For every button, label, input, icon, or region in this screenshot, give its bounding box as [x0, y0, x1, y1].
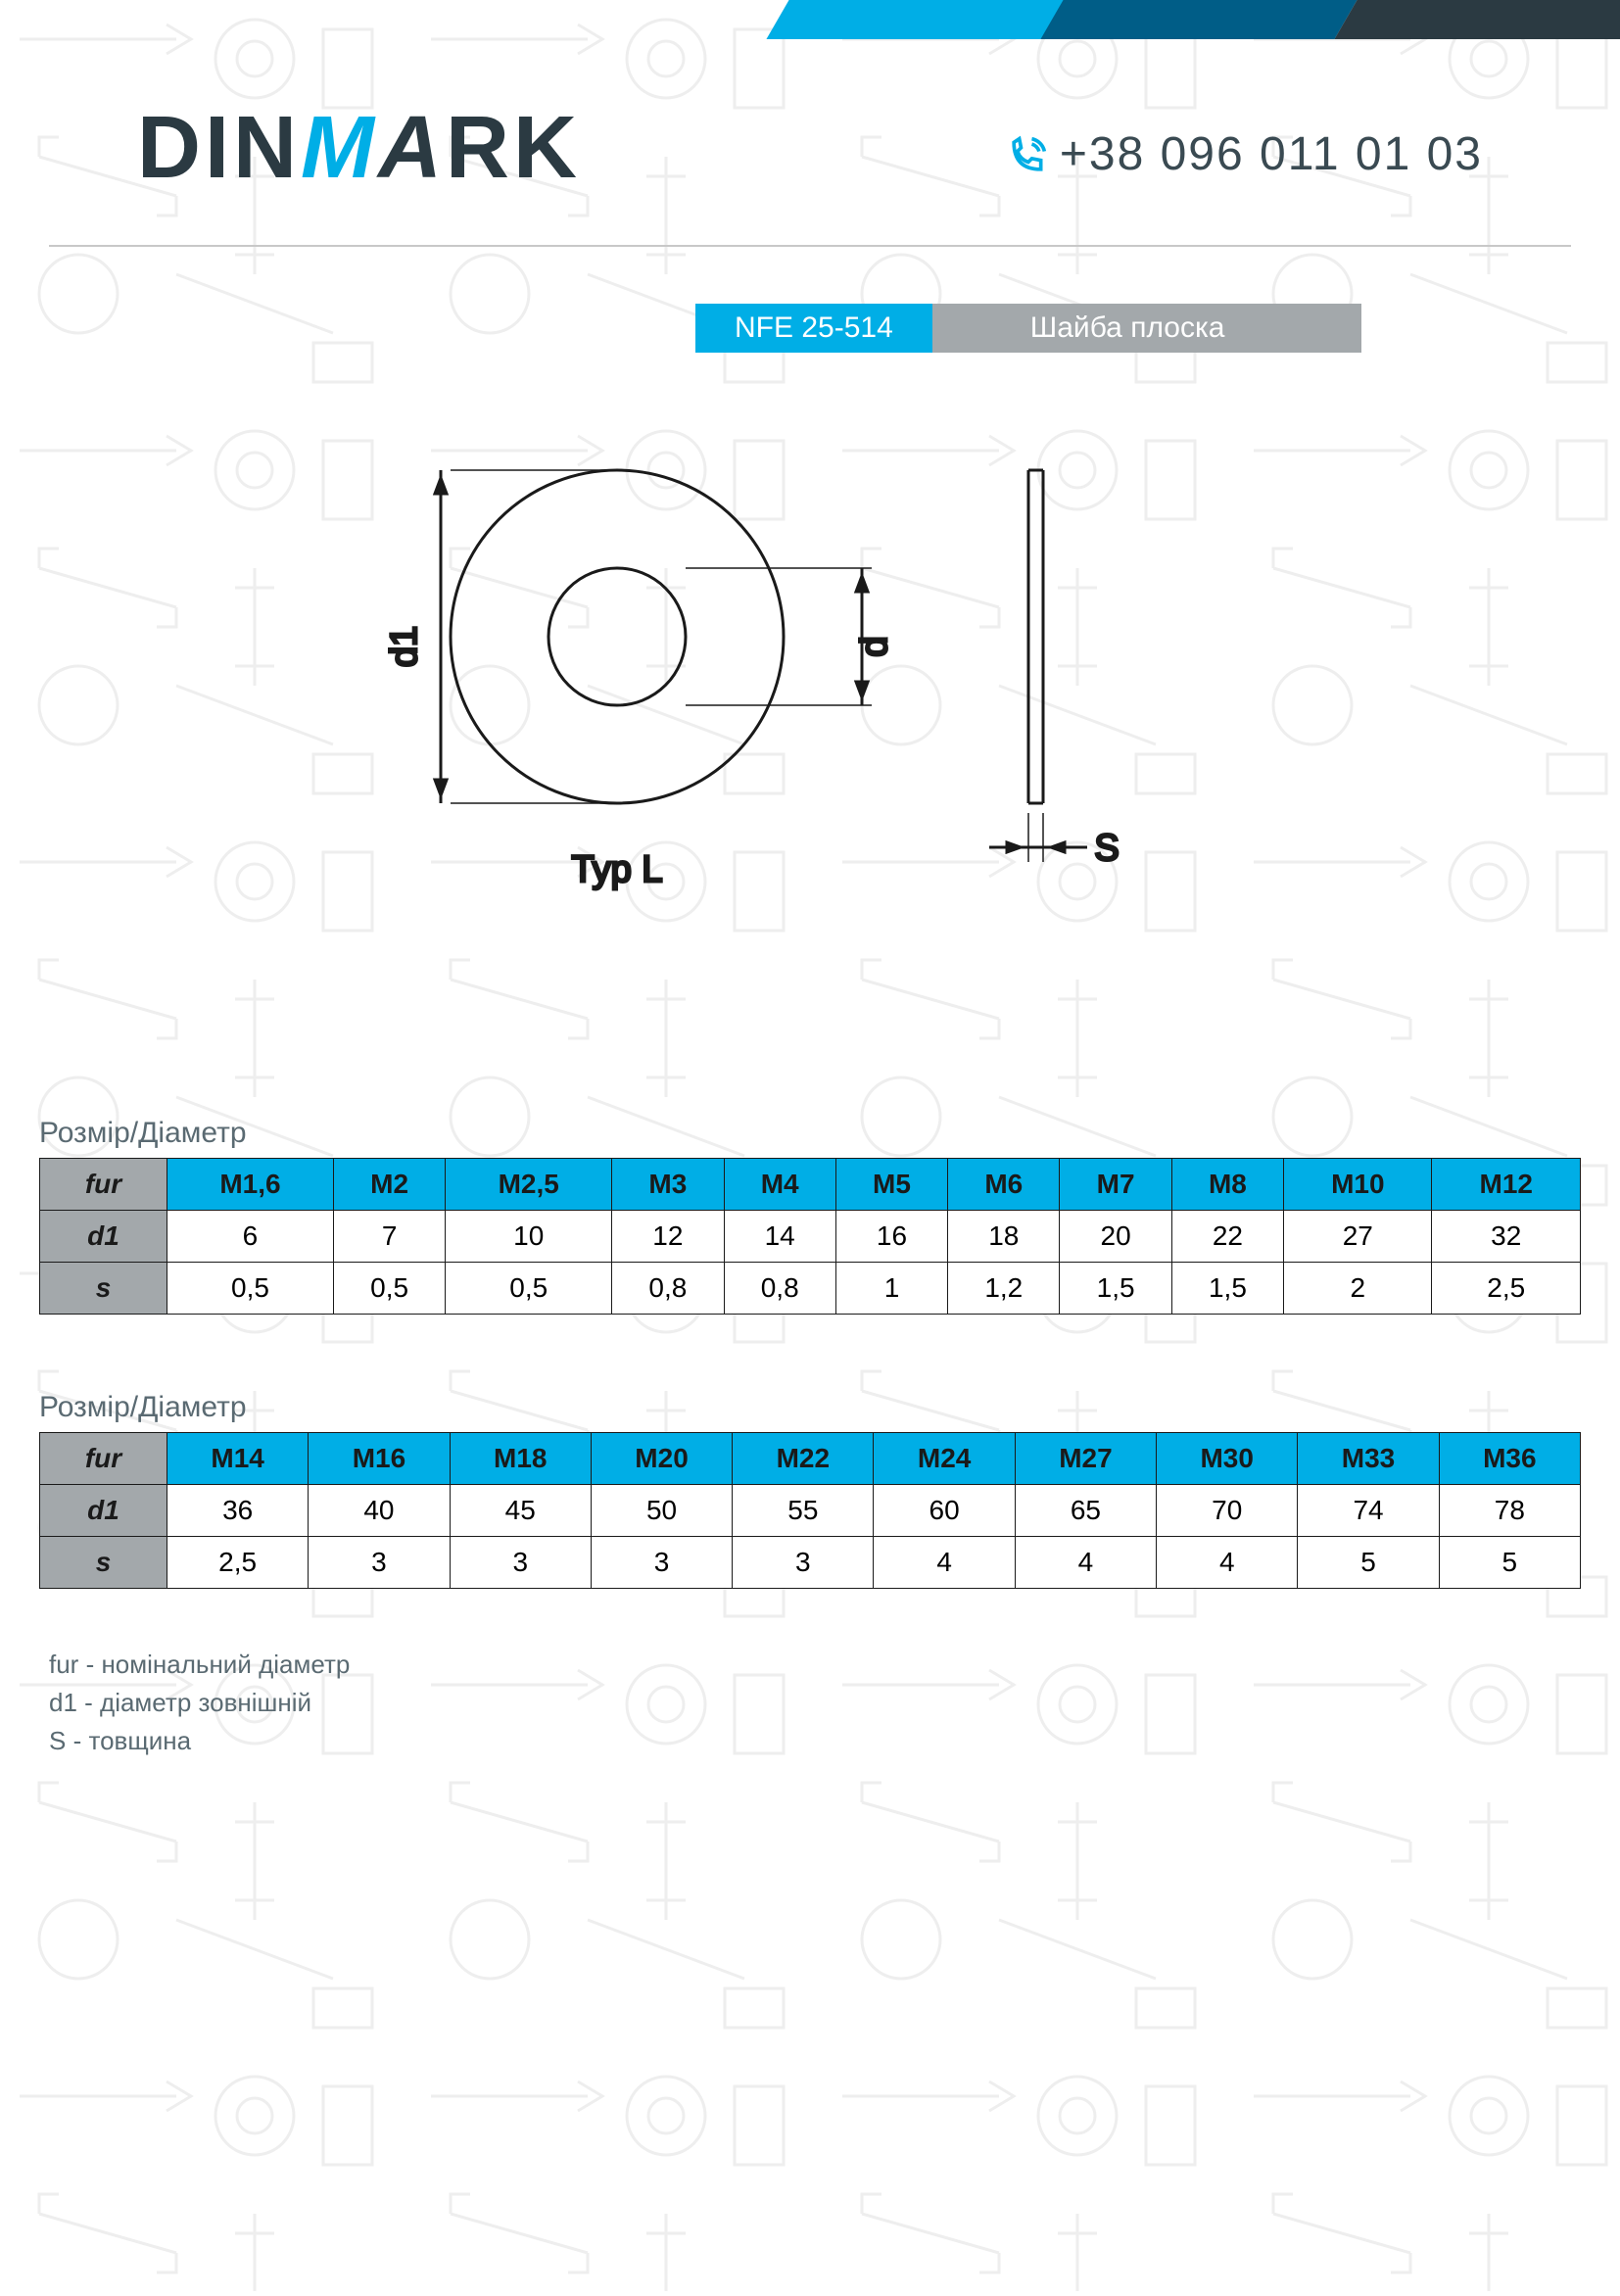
table-cell: M1,6: [167, 1159, 334, 1211]
table-cell: 40: [309, 1485, 450, 1537]
table-cell: 0,5: [333, 1263, 445, 1315]
table-cell: M36: [1439, 1433, 1580, 1485]
table-cell: 12: [612, 1211, 724, 1263]
logo: DINMARK: [137, 98, 581, 199]
technical-diagram: d1 d Typ L S: [323, 402, 1205, 911]
legend-line: fur - номінальний діаметр: [49, 1646, 350, 1684]
table-cell: M3: [612, 1159, 724, 1211]
logo-text: RK: [446, 99, 581, 197]
row-label: d1: [40, 1211, 167, 1263]
table-cell: 1,2: [948, 1263, 1060, 1315]
spec-table-1: furM1,6M2M2,5M3M4M5M6M7M8M10M12 d1671012…: [39, 1158, 1581, 1315]
table-cell: 5: [1439, 1537, 1580, 1589]
table-cell: M27: [1015, 1433, 1156, 1485]
table-cell: M5: [835, 1159, 947, 1211]
table-cell: 55: [733, 1485, 874, 1537]
table-cell: M16: [309, 1433, 450, 1485]
phone-number[interactable]: +38 096 011 01 03: [1005, 127, 1483, 181]
table-cell: 1: [835, 1263, 947, 1315]
table-cell: 16: [835, 1211, 947, 1263]
legend-line: d1 - діаметр зовнішній: [49, 1684, 350, 1722]
table-cell: 6: [167, 1211, 334, 1263]
table-cell: M8: [1171, 1159, 1283, 1211]
d-label: d: [854, 636, 895, 656]
table-section-1: Розмір/Діаметр furM1,6M2M2,5M3M4M5M6M7M8…: [39, 1117, 1581, 1315]
table-cell: 0,8: [724, 1263, 835, 1315]
table-cell: 7: [333, 1211, 445, 1263]
table-cell: 0,5: [446, 1263, 612, 1315]
phone-icon: [1005, 135, 1048, 178]
table-cell: 50: [591, 1485, 732, 1537]
table-cell: 3: [309, 1537, 450, 1589]
s-label: S: [1094, 828, 1119, 869]
table-cell: 4: [874, 1537, 1015, 1589]
table-cell: 65: [1015, 1485, 1156, 1537]
product-name: Шайба плоска: [932, 304, 1362, 353]
table-cell: M12: [1432, 1159, 1581, 1211]
table-cell: M2,5: [446, 1159, 612, 1211]
table-title: Розмір/Діаметр: [39, 1391, 1581, 1424]
row-label: s: [40, 1263, 167, 1315]
table-cell: 5: [1298, 1537, 1439, 1589]
table-cell: 1,5: [1060, 1263, 1171, 1315]
row-label: fur: [40, 1159, 167, 1211]
table-cell: M7: [1060, 1159, 1171, 1211]
table-cell: 60: [874, 1485, 1015, 1537]
table-cell: 4: [1157, 1537, 1298, 1589]
row-label: s: [40, 1537, 167, 1589]
table-cell: 22: [1171, 1211, 1283, 1263]
table-cell: 2,5: [167, 1537, 309, 1589]
logo-a: A: [378, 99, 446, 197]
table-cell: 2,5: [1432, 1263, 1581, 1315]
table-cell: 45: [450, 1485, 591, 1537]
table-cell: 3: [733, 1537, 874, 1589]
table-cell: 10: [446, 1211, 612, 1263]
table-cell: 14: [724, 1211, 835, 1263]
table-cell: M22: [733, 1433, 874, 1485]
phone-text: +38 096 011 01 03: [1060, 128, 1483, 180]
table-title: Розмір/Діаметр: [39, 1117, 1581, 1150]
product-code: NFE 25-514: [695, 304, 932, 353]
row-label: fur: [40, 1433, 167, 1485]
table-cell: M33: [1298, 1433, 1439, 1485]
table-cell: 78: [1439, 1485, 1580, 1537]
table-cell: 32: [1432, 1211, 1581, 1263]
table-cell: 3: [591, 1537, 732, 1589]
table-cell: M18: [450, 1433, 591, 1485]
table-cell: 2: [1284, 1263, 1432, 1315]
table-cell: M30: [1157, 1433, 1298, 1485]
table-cell: M24: [874, 1433, 1015, 1485]
table-cell: 4: [1015, 1537, 1156, 1589]
table-cell: M6: [948, 1159, 1060, 1211]
table-cell: 3: [450, 1537, 591, 1589]
row-label: d1: [40, 1485, 167, 1537]
typ-label: Typ L: [572, 849, 663, 890]
table-cell: 0,5: [167, 1263, 334, 1315]
table-cell: M20: [591, 1433, 732, 1485]
table-cell: 20: [1060, 1211, 1171, 1263]
header-decoration: [739, 0, 1620, 39]
logo-m: M: [301, 99, 378, 197]
table-cell: 1,5: [1171, 1263, 1283, 1315]
table-cell: M14: [167, 1433, 309, 1485]
table-cell: M10: [1284, 1159, 1432, 1211]
table-cell: 36: [167, 1485, 309, 1537]
legend: fur - номінальний діаметр d1 - діаметр з…: [49, 1646, 350, 1760]
table-section-2: Розмір/Діаметр furM14M16M18M20M22M24M27M…: [39, 1391, 1581, 1589]
table-cell: 27: [1284, 1211, 1432, 1263]
legend-line: S - товщина: [49, 1722, 350, 1760]
logo-text: DIN: [137, 99, 301, 197]
divider: [49, 245, 1571, 247]
table-cell: 0,8: [612, 1263, 724, 1315]
title-bar: NFE 25-514 Шайба плоска: [695, 304, 1361, 353]
table-cell: M4: [724, 1159, 835, 1211]
table-cell: 70: [1157, 1485, 1298, 1537]
d1-label: d1: [384, 626, 425, 667]
table-cell: M2: [333, 1159, 445, 1211]
table-cell: 18: [948, 1211, 1060, 1263]
table-cell: 74: [1298, 1485, 1439, 1537]
spec-table-2: furM14M16M18M20M22M24M27M30M33M36 d13640…: [39, 1432, 1581, 1589]
